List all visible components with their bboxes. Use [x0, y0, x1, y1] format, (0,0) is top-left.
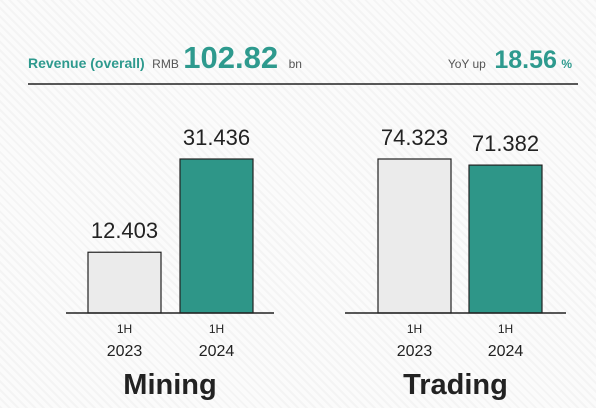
- category-label: 1H: [117, 322, 132, 336]
- bar: [468, 164, 543, 314]
- yoy: YoY up 18.56 %: [448, 46, 573, 74]
- category-label: 1H: [209, 322, 224, 336]
- value-label: 71.382: [472, 131, 539, 156]
- category-label: 2024: [488, 343, 524, 360]
- value-label: 74.323: [381, 125, 448, 150]
- revenue-amount: 102.82: [183, 40, 278, 75]
- yoy-label: YoY up: [448, 57, 486, 71]
- yoy-value: 18.56: [494, 46, 557, 74]
- chart-title: Trading: [403, 369, 508, 401]
- bar: [179, 158, 254, 314]
- header: Revenue (overall) RMB 102.82 bn: [28, 40, 302, 75]
- value-label: 31.436: [183, 125, 250, 150]
- category-label: 2023: [107, 343, 143, 360]
- yoy-unit: %: [561, 57, 572, 71]
- category-label: 1H: [407, 322, 422, 336]
- currency: RMB: [152, 57, 179, 71]
- chart-title: Mining: [123, 369, 216, 401]
- bar: [377, 158, 452, 314]
- value-label: 12.403: [91, 218, 158, 243]
- bar: [87, 251, 162, 314]
- category-label: 2023: [397, 343, 433, 360]
- revenue-label: Revenue (overall): [28, 55, 145, 71]
- category-label: 2024: [199, 343, 235, 360]
- unit: bn: [289, 57, 302, 71]
- category-label: 1H: [498, 322, 513, 336]
